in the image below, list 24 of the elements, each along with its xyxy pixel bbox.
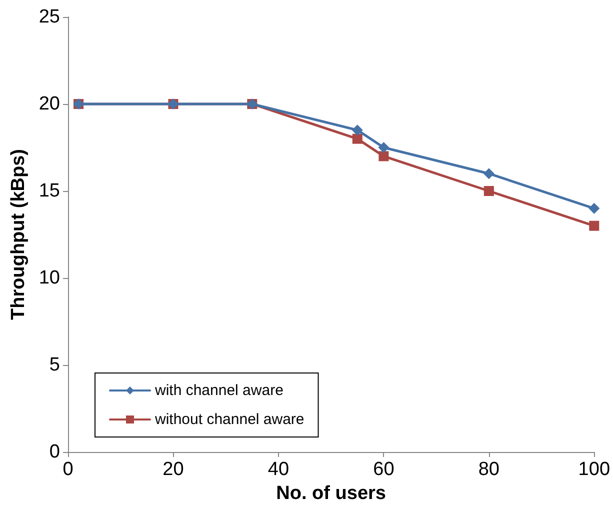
x-tick-label: 60 xyxy=(373,459,394,480)
point xyxy=(378,151,389,162)
x-tick-label: 80 xyxy=(478,459,500,480)
y-tick-label: 25 xyxy=(38,6,60,28)
legend-label: without channel aware xyxy=(154,411,304,428)
y-tick-label: 10 xyxy=(38,268,60,288)
point xyxy=(484,186,494,196)
point xyxy=(352,124,363,136)
x-axis-title: No. of users xyxy=(276,483,386,504)
x-tick-label: 40 xyxy=(268,459,290,480)
point xyxy=(352,134,362,144)
y-tick-label: 20 xyxy=(38,94,60,114)
y-axis-title: Throughput (kBps) xyxy=(8,149,29,320)
y-tick-label: 5 xyxy=(49,354,60,376)
point xyxy=(483,168,494,180)
y-tick-label: 15 xyxy=(38,180,60,202)
x-tick-label: 100 xyxy=(578,459,610,480)
point xyxy=(589,220,600,231)
y-tick-label: 0 xyxy=(49,442,60,462)
x-tick-label: 0 xyxy=(62,459,74,480)
legend-label: with channel aware xyxy=(154,382,284,399)
point xyxy=(378,142,390,153)
x-tick-label: 20 xyxy=(162,459,184,480)
point xyxy=(588,202,600,214)
